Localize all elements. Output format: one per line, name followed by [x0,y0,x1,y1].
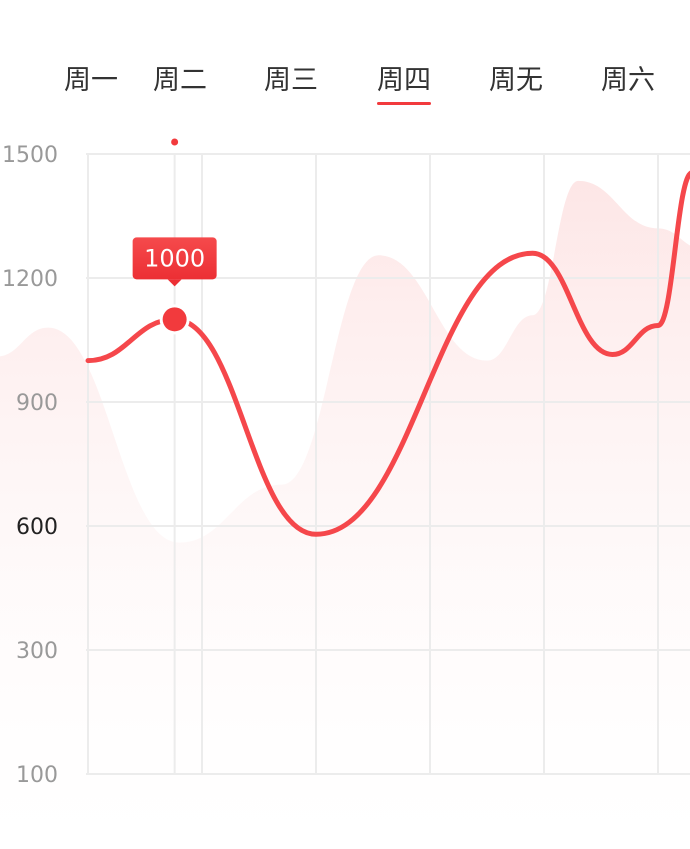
series-line [85,171,690,537]
highlight-dot-indicator [171,138,179,146]
tab-label: 周四 [377,65,431,96]
y-tick-label: 300 [16,639,58,664]
tooltip-value-label: 1000 [144,244,205,272]
tab-label: 周一 [64,65,118,96]
tab-thursday[interactable]: 周四 [377,62,431,105]
tab-label: 周无 [489,65,543,96]
tab-label: 周六 [601,65,655,96]
y-tick-label: 1500 [2,143,58,168]
background-area [0,180,690,849]
active-tab-indicator [377,102,431,105]
highlight-point [162,307,187,332]
line-chart: 1500 1200 900 600 300 100 1000 [0,138,690,849]
tab-wednesday[interactable]: 周三 [264,62,318,100]
day-tab-bar: 周一 周二 周三 周四 周无 周六 [0,0,690,120]
y-tick-label: 900 [16,391,58,416]
value-tooltip [132,237,217,280]
tab-monday[interactable]: 周一 [64,62,118,100]
tab-label: 周三 [264,65,318,96]
tab-saturday[interactable]: 周六 [601,62,655,100]
y-tick-label: 1200 [2,267,58,292]
tab-label: 周二 [153,65,207,96]
tooltip-pointer [167,279,182,287]
y-tick-label: 100 [16,763,58,788]
tab-fri[interactable]: 周无 [489,62,543,100]
tab-tuesday[interactable]: 周二 [153,62,207,100]
y-tick-label: 600 [16,515,58,540]
